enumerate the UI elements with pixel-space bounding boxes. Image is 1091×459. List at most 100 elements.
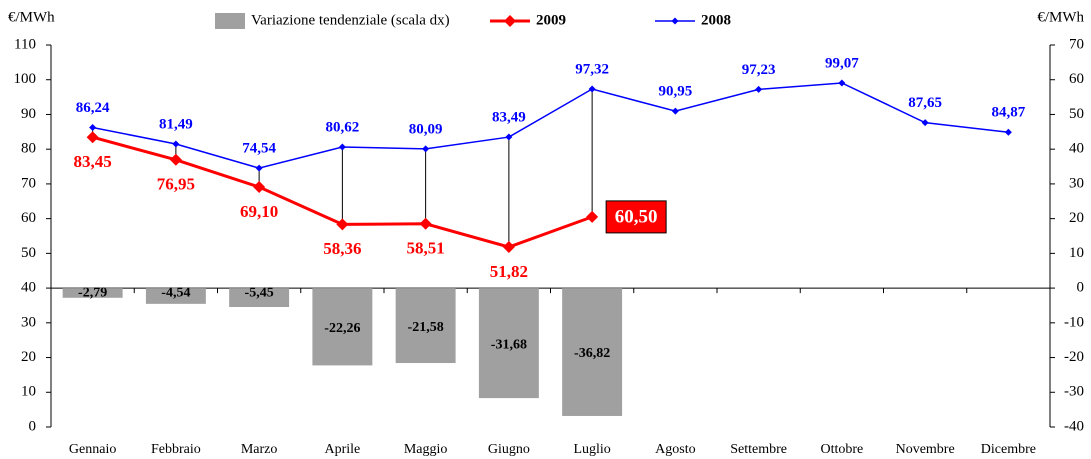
value-label: 58,51 [407,239,445,258]
y2-tick-label: 60 [1069,71,1084,87]
legend-label: 2008 [701,12,731,28]
y2-tick-label: -10 [1064,314,1084,330]
x-tick-label: Giugno [488,442,530,457]
x-tick-label: Novembre [896,442,955,457]
value-label: 83,45 [74,152,112,171]
y-tick-label: 80 [21,141,36,157]
y2-tick-label: 0 [1077,280,1085,296]
bar-label: -5,45 [245,285,274,300]
value-label: 76,95 [157,175,195,194]
y2-tick-label: 40 [1069,141,1084,157]
value-label: 90,95 [659,84,693,100]
value-label: 86,24 [76,100,110,116]
value-label: 80,62 [326,119,360,135]
y2-tick-label: -30 [1064,384,1084,400]
y2-tick-label: -20 [1064,349,1084,365]
marker [255,164,263,172]
marker [338,143,346,151]
y2-tick-label: 50 [1069,106,1084,122]
legend-label: Variazione tendenziale (scala dx) [251,12,450,28]
x-tick-label: Aprile [324,442,360,457]
value-label: 58,36 [323,239,361,258]
y-tick-label: 40 [21,280,36,296]
marker [86,131,99,144]
bar [62,288,123,298]
x-tick-label: Agosto [655,442,695,457]
bar [395,288,456,364]
value-label: 60,50 [615,206,658,227]
y-tick-label: 10 [21,384,36,400]
bar [312,288,373,366]
bar-label: -2,79 [78,285,107,300]
bar-label: -36,82 [574,346,610,361]
y-tick-label: 30 [21,314,36,330]
y-tick-label: 100 [14,71,37,87]
y-tick-label: 20 [21,349,36,365]
label-box [605,200,667,234]
y2-tick-label: 70 [1069,36,1084,52]
value-label: 87,65 [908,95,942,111]
value-label: 99,07 [825,55,859,71]
legend-swatch [215,13,245,29]
marker [336,218,349,231]
x-tick-label: Gennaio [69,442,116,457]
bar [229,288,290,308]
marker [921,119,929,127]
y2-tick-label: 30 [1069,175,1084,191]
marker [505,133,513,141]
bar-label: -4,54 [161,285,190,300]
marker [838,79,846,87]
x-tick-label: Dicembre [981,442,1036,457]
marker [588,85,596,93]
bar-label: -22,26 [324,321,360,336]
legend-marker [671,17,679,25]
y-tick-label: 0 [29,418,37,434]
x-tick-label: Settembre [730,442,787,457]
y-tick-label: 90 [21,106,36,122]
value-label: 74,54 [242,141,276,157]
value-label: 51,82 [490,262,528,281]
value-label: 69,10 [240,202,278,221]
legend-label: 2009 [536,12,566,28]
x-tick-label: Maggio [404,442,448,457]
x-tick-label: Febbraio [151,442,201,457]
y-tick-label: 60 [21,210,36,226]
y-tick-label: 110 [14,36,36,52]
x-tick-label: Marzo [241,442,278,457]
value-label: 83,49 [492,109,526,125]
marker [172,140,180,148]
marker [755,85,763,93]
y-tick-label: 50 [21,245,36,261]
bar [145,288,206,304]
marker [253,181,266,194]
marker [89,124,97,132]
marker [502,241,515,254]
value-label: 81,49 [159,116,193,132]
line [92,82,1009,169]
y-axis-label: €/MWh [8,9,55,25]
marker [671,107,679,115]
x-tick-label: Luglio [573,442,610,457]
bar [478,288,539,399]
y2-tick-label: -40 [1064,418,1084,434]
marker [586,210,599,223]
marker [169,153,182,166]
y-tick-label: 70 [21,175,36,191]
value-label: 97,23 [742,62,776,78]
marker [419,217,432,230]
legend-marker [504,15,516,27]
marker [1004,128,1012,136]
y2-tick-label: 10 [1069,245,1084,261]
value-label: 84,87 [992,105,1026,121]
y2-tick-label: 20 [1069,210,1084,226]
marker [422,145,430,153]
bar [562,288,623,416]
bar-label: -31,68 [491,337,527,352]
value-label: 80,09 [409,121,443,137]
y2-axis-label: €/MWh [1037,9,1084,25]
value-label: 97,32 [575,61,609,77]
x-tick-label: Ottobre [820,442,863,457]
bar-label: -21,58 [408,320,444,335]
